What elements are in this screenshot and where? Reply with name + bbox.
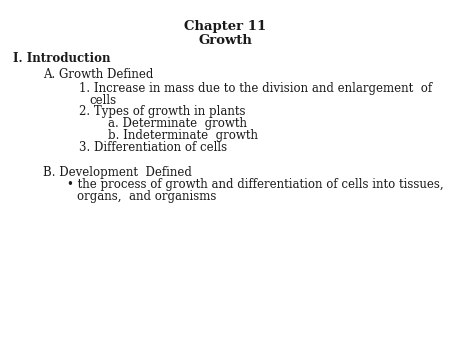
Text: Chapter 11: Chapter 11 (184, 20, 266, 33)
Text: 3. Differentiation of cells: 3. Differentiation of cells (79, 141, 227, 154)
Text: a. Determinate  growth: a. Determinate growth (108, 117, 247, 130)
Text: I. Introduction: I. Introduction (13, 52, 110, 65)
Text: organs,  and organisms: organs, and organisms (77, 190, 217, 203)
Text: B. Development  Defined: B. Development Defined (43, 166, 192, 178)
Text: • the process of growth and differentiation of cells into tissues,: • the process of growth and differentiat… (67, 178, 443, 191)
Text: 1. Increase in mass due to the division and enlargement  of: 1. Increase in mass due to the division … (79, 82, 432, 95)
Text: A. Growth Defined: A. Growth Defined (43, 68, 153, 80)
Text: b. Indeterminate  growth: b. Indeterminate growth (108, 129, 258, 142)
Text: Growth: Growth (198, 34, 252, 47)
Text: cells: cells (89, 94, 116, 107)
Text: 2. Types of growth in plants: 2. Types of growth in plants (79, 105, 245, 118)
